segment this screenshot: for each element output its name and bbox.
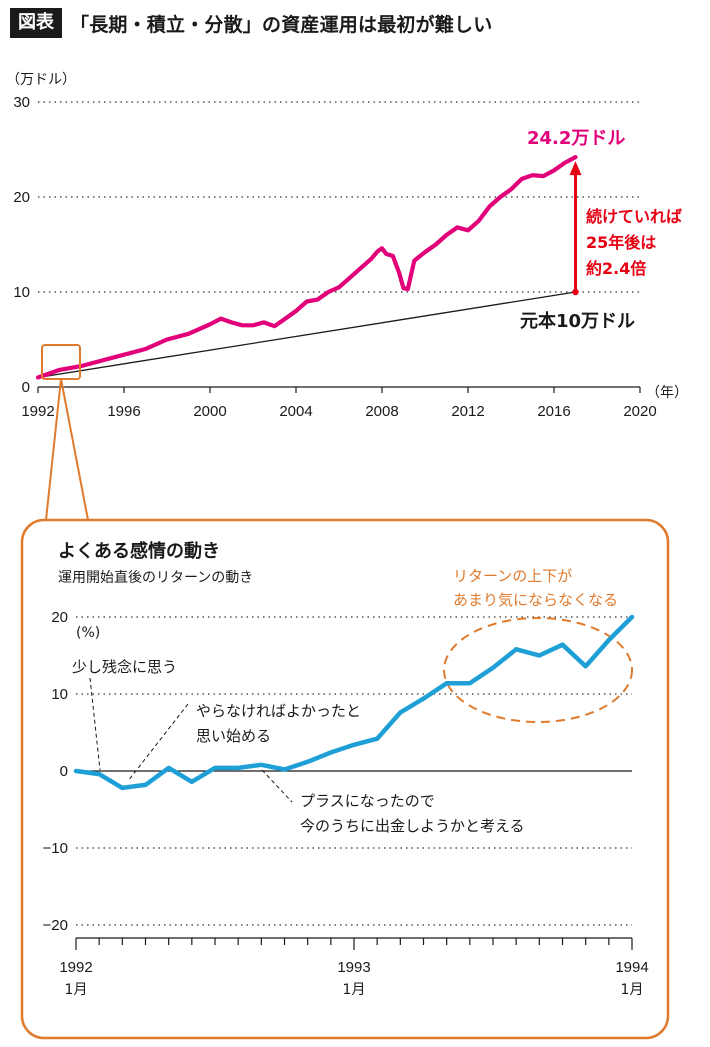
growth-arrow-head (569, 161, 582, 176)
note3-leader (261, 769, 293, 803)
growth-label-line1: 続けていれば (586, 207, 682, 226)
inset-x-year-label: 1993 (337, 959, 370, 976)
top-x-tick-label: 2004 (279, 403, 312, 420)
note2-label-line1: やらなければよかったと (196, 702, 361, 720)
note4-label-line1: リターンの上下が (453, 567, 572, 585)
inset-panel (20, 518, 670, 1040)
top-x-tick-label: 2012 (451, 403, 484, 420)
note3-label-line1: プラスになったので (300, 792, 435, 810)
growth-label-line3: 約2.4倍 (586, 259, 646, 278)
inset-title: よくある感情の動き (58, 540, 220, 562)
inset-y-tick-label: 0 (60, 763, 68, 780)
figure-badge: 図表 (10, 8, 62, 38)
top-x-ticks: 1992 1996 2000 2004 2008 2012 2016 2020 (21, 387, 657, 420)
header: 図表 「長期・積立・分散」の資産運用は最初が難しい (10, 6, 492, 40)
inset-y-tick-label: 20 (51, 609, 68, 626)
top-x-tick-label: 2000 (193, 403, 226, 420)
portfolio-value-line (35, 155, 578, 380)
note1-label: 少し残念に思う (72, 658, 177, 676)
note3-label-line2: 今のうちに出金しようかと考える (300, 817, 525, 835)
top-x-tick-label: 1992 (21, 403, 54, 420)
inset-return-line (73, 614, 635, 791)
page-title: 「長期・積立・分散」の資産運用は最初が難しい (70, 13, 493, 36)
inset-y-tick-label: 10 (51, 686, 68, 703)
inset-subtitle: 運用開始直後のリターンの動き (58, 569, 253, 586)
top-y-tick-label: 0 (22, 379, 30, 396)
stability-highlight-ellipse (443, 617, 633, 723)
top-y-tick-label: 10 (13, 284, 30, 301)
zoom-connector (45, 378, 89, 521)
growth-label-line2: 25年後は (586, 233, 656, 252)
top-x-tick-label: 2008 (365, 403, 398, 420)
inset-x-labels: 1992 1月 1993 1月 1994 1月 (59, 959, 648, 998)
inset-x-ticks (75, 938, 633, 950)
top-x-tick-label: 2016 (537, 403, 570, 420)
top-x-tick-label: 1996 (107, 403, 140, 420)
inset-x-month-label: 1月 (621, 982, 644, 998)
inset-x-month-label: 1月 (65, 982, 88, 998)
top-x-tick-label: 2020 (623, 403, 656, 420)
principal-line (37, 291, 576, 379)
inset-y-tick-label: −20 (43, 917, 68, 934)
top-grid (38, 101, 640, 293)
inset-x-year-label: 1994 (615, 959, 648, 976)
inset-x-month-label: 1月 (343, 982, 366, 998)
top-y-tick-label: 30 (13, 94, 30, 111)
top-x-unit: （年） (646, 385, 688, 401)
principal-label: 元本10万ドル (520, 310, 635, 332)
top-y-unit: （万ドル） (6, 72, 76, 88)
inset-y-unit: (%) (76, 625, 100, 641)
note4-label-line2: あまり気にならなくなる (453, 591, 618, 609)
end-value-label: 24.2万ドル (527, 128, 625, 149)
inset-y-ticks: 20 10 0 −10 −20 (43, 609, 68, 934)
note2-label-line2: 思い始める (196, 727, 271, 745)
inset-y-tick-label: −10 (43, 840, 68, 857)
note2-leader (127, 703, 189, 782)
note1-leader (89, 677, 101, 771)
inset-x-year-label: 1992 (59, 959, 92, 976)
top-y-tick-label: 20 (13, 189, 30, 206)
top-y-ticks: 0 10 20 30 (13, 94, 30, 396)
inset-grid (76, 616, 632, 926)
